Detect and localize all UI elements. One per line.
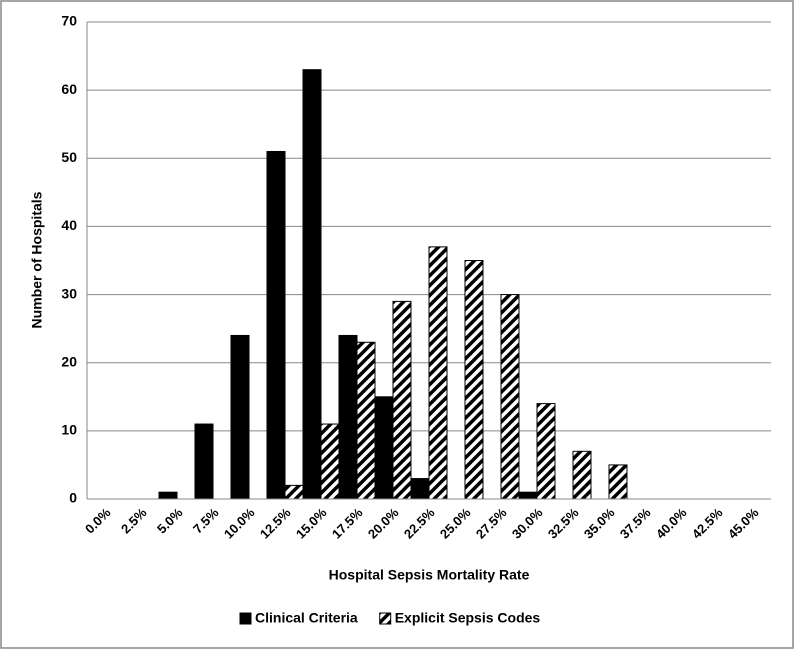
legend-swatch	[379, 612, 392, 625]
y-tick-label: 30	[61, 285, 77, 301]
y-tick-label: 0	[69, 490, 77, 506]
bar	[374, 396, 394, 500]
y-tick-label: 20	[61, 353, 77, 369]
bar	[608, 464, 628, 500]
bar	[410, 478, 430, 500]
y-tick-label: 40	[61, 217, 77, 233]
bar	[338, 334, 358, 500]
bar	[284, 484, 304, 500]
bar	[230, 334, 250, 500]
y-axis-label: Number of Hospitals	[29, 191, 45, 328]
bar	[428, 246, 448, 500]
legend-swatch	[239, 612, 252, 625]
bar	[356, 341, 376, 500]
bar	[302, 69, 322, 500]
bar	[464, 260, 484, 500]
y-tick-label: 50	[61, 149, 77, 165]
bar	[572, 450, 592, 500]
bar	[392, 300, 412, 500]
bar	[518, 491, 538, 500]
bar	[320, 423, 340, 500]
bar	[500, 294, 520, 500]
y-tick-label: 60	[61, 81, 77, 97]
bar	[158, 491, 178, 500]
legend-label: Clinical Criteria	[255, 610, 358, 626]
bar	[194, 423, 214, 500]
legend-label: Explicit Sepsis Codes	[395, 610, 541, 626]
bar	[266, 150, 286, 500]
x-axis-label: Hospital Sepsis Mortality Rate	[329, 567, 530, 583]
y-tick-label: 10	[61, 422, 77, 438]
y-tick-label: 70	[61, 13, 77, 29]
bar	[536, 403, 556, 500]
